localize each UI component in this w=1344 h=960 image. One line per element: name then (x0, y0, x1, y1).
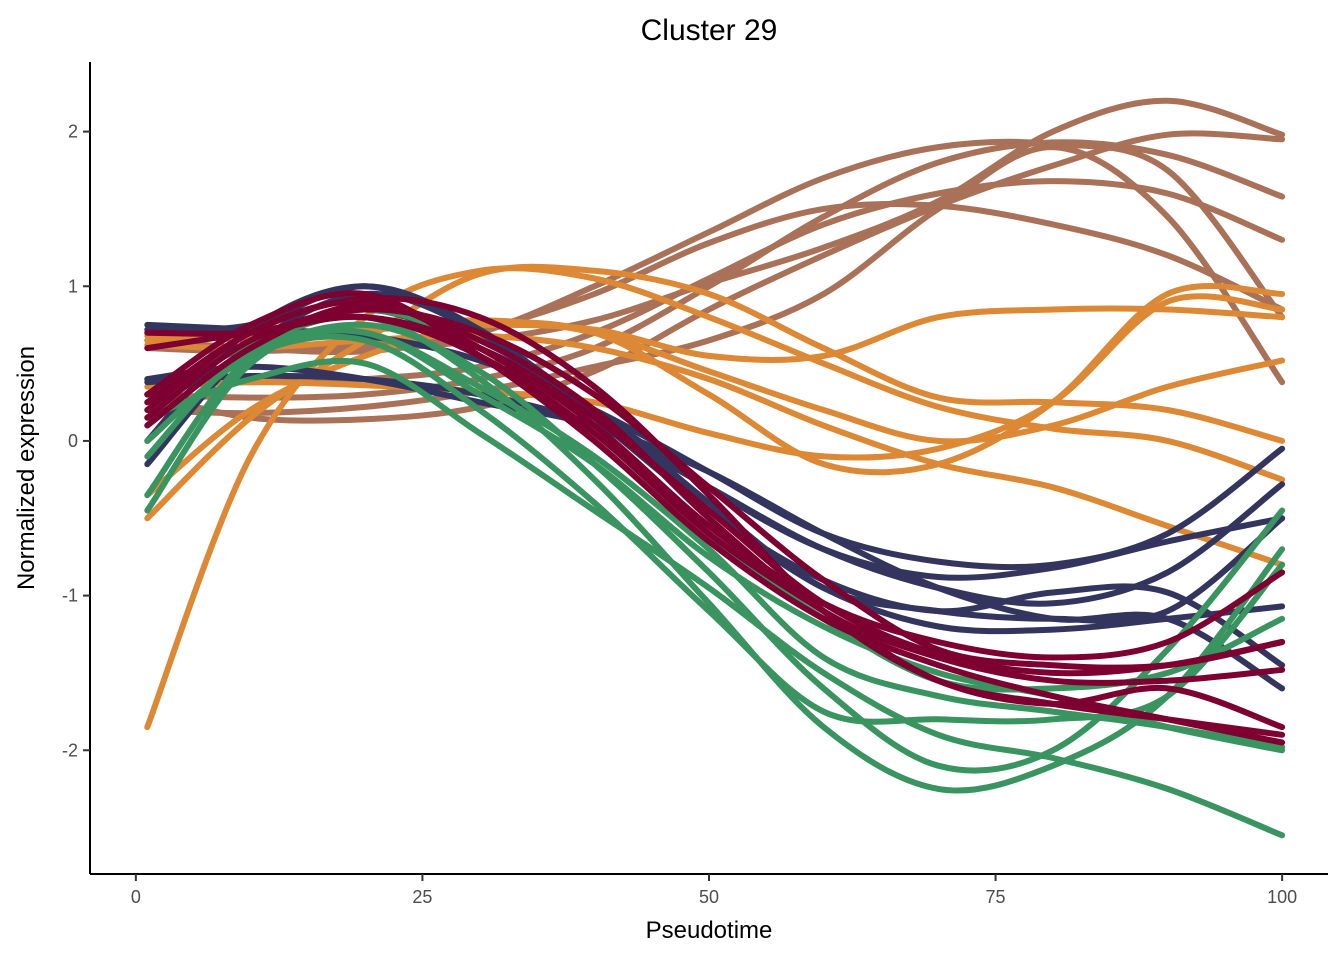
y-axis-label: Normalized expression (13, 346, 40, 590)
series-line-orange-3 (144, 332, 1286, 568)
chart-title: Cluster 29 (641, 14, 778, 47)
series-line-crimson-4 (144, 301, 1286, 686)
series-line-orange-7 (144, 293, 1286, 461)
series-line-crimson-7 (144, 313, 1286, 731)
y-axis-ticks: -2 -1 0 1 2 (62, 122, 90, 760)
x-tick-label: 75 (986, 887, 1006, 907)
series-line-brown-4 (144, 178, 1286, 386)
x-tick-label: 25 (412, 887, 432, 907)
series-line-brown-1 (144, 130, 1286, 424)
y-tick-label: -2 (62, 740, 78, 760)
y-tick-label: -1 (62, 586, 78, 606)
series-line-green-6 (144, 357, 1286, 839)
y-tick-label: 2 (68, 122, 78, 142)
y-tick-label: 1 (68, 276, 78, 296)
series-line-green-5 (144, 327, 1286, 751)
x-axis-label: Pseudotime (646, 917, 773, 944)
x-tick-label: 100 (1267, 887, 1297, 907)
series-line-orange-1 (144, 265, 1286, 731)
x-tick-label: 50 (699, 887, 719, 907)
series-layer (144, 97, 1286, 839)
x-axis-ticks: 0 25 50 75 100 (131, 874, 1297, 907)
series-line-crimson-6 (144, 295, 1286, 738)
x-tick-label: 0 (131, 887, 141, 907)
y-tick-label: 0 (68, 431, 78, 451)
series-line-green-7 (144, 333, 1286, 725)
series-line-brown-6 (144, 139, 1286, 401)
